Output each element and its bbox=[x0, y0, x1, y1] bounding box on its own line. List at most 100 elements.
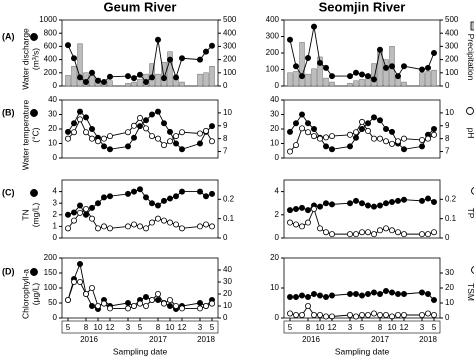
data-point bbox=[388, 289, 395, 296]
data-point bbox=[89, 215, 96, 222]
data-point bbox=[202, 221, 209, 228]
x-tick-label: 12 bbox=[328, 323, 337, 332]
data-point bbox=[71, 120, 78, 127]
y-tick-label: 20 bbox=[48, 124, 57, 133]
data-point bbox=[166, 296, 173, 303]
data-point bbox=[358, 118, 365, 125]
x-tick-label: 5 bbox=[360, 323, 365, 332]
bar bbox=[371, 63, 377, 87]
data-point bbox=[89, 302, 96, 309]
data-point bbox=[208, 300, 215, 307]
data-point bbox=[370, 76, 377, 83]
data-point bbox=[77, 209, 84, 216]
data-point bbox=[130, 122, 137, 129]
data-point bbox=[346, 73, 353, 80]
data-point bbox=[154, 108, 161, 115]
data-point bbox=[298, 111, 305, 118]
data-point bbox=[95, 138, 102, 145]
legend-symbol bbox=[466, 107, 474, 115]
data-point bbox=[298, 223, 305, 230]
y2-tick-label: 200 bbox=[223, 55, 237, 64]
data-point bbox=[136, 300, 143, 307]
x-axis-label: Sampling date bbox=[113, 346, 168, 356]
data-point bbox=[77, 74, 84, 81]
y2-tick-label: 0 bbox=[223, 313, 228, 322]
data-point bbox=[322, 293, 329, 300]
y-tick-label: 600 bbox=[44, 42, 58, 51]
data-point bbox=[430, 229, 437, 236]
data-point bbox=[125, 190, 132, 197]
data-point bbox=[346, 290, 353, 297]
data-point bbox=[154, 135, 161, 142]
data-point bbox=[430, 131, 437, 138]
data-point bbox=[316, 135, 323, 142]
data-point bbox=[346, 311, 353, 318]
data-point bbox=[424, 64, 431, 71]
data-point bbox=[89, 284, 96, 291]
y-tick-label: 3 bbox=[53, 198, 58, 207]
data-point bbox=[292, 293, 299, 300]
y-tick-label: 4 bbox=[53, 187, 58, 196]
data-point bbox=[202, 193, 209, 200]
column-title: Geum River bbox=[104, 0, 177, 14]
plot-frame bbox=[61, 179, 219, 239]
y2-tick-label: 0.1 bbox=[445, 214, 457, 223]
data-point bbox=[358, 71, 365, 78]
data-point bbox=[424, 135, 431, 142]
y-tick-label: 20 bbox=[270, 253, 279, 262]
data-point bbox=[95, 302, 102, 309]
data-point bbox=[125, 73, 132, 80]
bar bbox=[161, 62, 167, 87]
data-point bbox=[430, 126, 437, 133]
bar bbox=[125, 83, 131, 87]
data-point bbox=[352, 313, 359, 320]
data-point bbox=[424, 231, 431, 238]
data-point bbox=[160, 142, 167, 149]
data-point bbox=[202, 127, 209, 134]
data-point bbox=[107, 193, 114, 200]
data-point bbox=[65, 135, 72, 142]
bar bbox=[71, 65, 77, 87]
data-point bbox=[304, 120, 311, 127]
data-point bbox=[130, 221, 137, 228]
data-point bbox=[160, 300, 167, 307]
data-point bbox=[142, 79, 149, 86]
data-point bbox=[178, 225, 185, 232]
data-point bbox=[286, 207, 293, 214]
data-point bbox=[71, 129, 78, 136]
bar bbox=[179, 81, 185, 87]
data-point bbox=[364, 290, 371, 297]
data-point bbox=[424, 310, 431, 317]
data-point bbox=[400, 135, 407, 142]
data-point bbox=[352, 129, 359, 136]
data-point bbox=[130, 188, 137, 195]
legend-symbol bbox=[30, 109, 38, 117]
data-point bbox=[328, 146, 335, 153]
y2-axis-label: Precipitation bbox=[466, 34, 474, 81]
y2-tick-label: 300 bbox=[223, 42, 237, 51]
data-point bbox=[172, 221, 179, 228]
data-point bbox=[130, 134, 137, 141]
data-point bbox=[370, 310, 377, 317]
year-label: 2018 bbox=[197, 335, 215, 344]
y2-tick-label: 20 bbox=[223, 289, 232, 298]
y2-tick-label: 10 bbox=[445, 298, 454, 307]
x-tick-label: 5 bbox=[66, 323, 71, 332]
data-point bbox=[310, 290, 317, 297]
data-point bbox=[418, 197, 425, 204]
y2-axis-label: pH bbox=[466, 128, 474, 139]
y-tick-label: 10 bbox=[48, 139, 57, 148]
data-point bbox=[316, 225, 323, 232]
data-point bbox=[160, 75, 167, 82]
data-point bbox=[394, 229, 401, 236]
y2-tick-label: 10 bbox=[223, 108, 232, 117]
data-point bbox=[178, 129, 185, 136]
y2-tick-label: 8 bbox=[223, 134, 228, 143]
data-point bbox=[89, 126, 96, 133]
data-point bbox=[142, 293, 149, 300]
data-point bbox=[65, 128, 72, 135]
bar bbox=[89, 75, 95, 87]
legend-symbol bbox=[471, 187, 474, 195]
data-point bbox=[196, 223, 203, 230]
data-point bbox=[370, 203, 377, 210]
